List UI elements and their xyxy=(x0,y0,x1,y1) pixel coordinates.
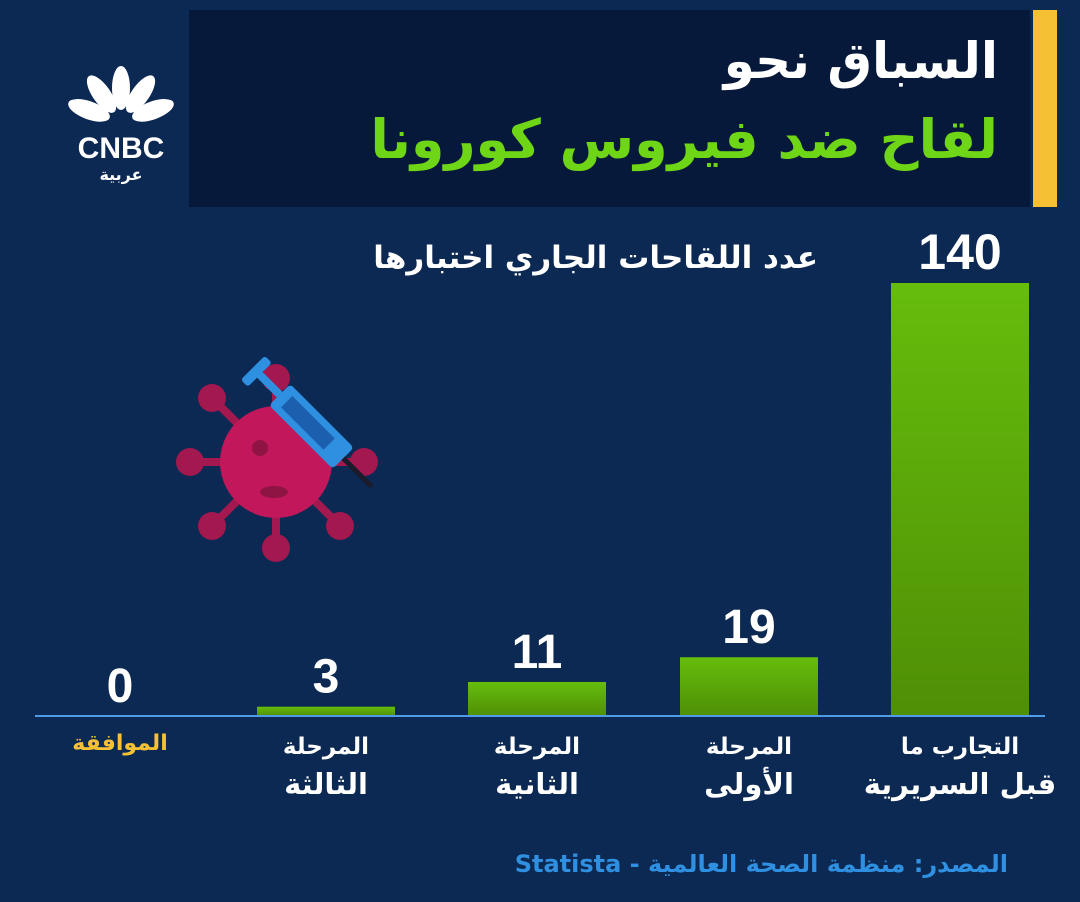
bar-3 xyxy=(257,706,395,716)
category-label-3-0: المرحلة xyxy=(283,734,369,760)
value-label-4: 0 xyxy=(107,660,134,713)
chart-subtitle: عدد اللقاحات الجاري اختبارها xyxy=(373,240,818,276)
value-label-3: 3 xyxy=(313,651,340,704)
bar-0 xyxy=(891,283,1029,716)
value-label-1: 19 xyxy=(722,601,775,654)
virus-syringe-icon xyxy=(176,356,378,562)
category-label-1-1: الأولى xyxy=(704,766,794,801)
category-label-0-1: قبل السريرية xyxy=(864,767,1057,801)
logo-brand: CNBC xyxy=(78,132,165,165)
header-accent-bar xyxy=(1033,10,1057,207)
bar-1 xyxy=(680,657,818,716)
category-label-2-1: الثانية xyxy=(495,767,579,801)
category-label-3-1: الثالثة xyxy=(284,767,368,801)
title-line-2: لقاح ضد فيروس كورونا xyxy=(370,108,998,171)
header-panel xyxy=(189,10,1030,207)
bar-2 xyxy=(468,681,606,716)
value-label-2: 11 xyxy=(512,626,563,679)
category-label-0-0: التجارب ما xyxy=(901,734,1019,760)
cnbc-logo: CNBC عربية xyxy=(68,66,174,184)
category-label-4-0: الموافقة xyxy=(72,731,167,756)
category-label-1-0: المرحلة xyxy=(706,734,792,760)
value-label-0: 140 xyxy=(918,224,1001,280)
peacock-icon xyxy=(68,66,174,122)
logo-sub: عربية xyxy=(99,165,142,184)
source-note: المصدر: منظمة الصحة العالمية - Statista xyxy=(514,850,1008,878)
category-label-2-0: المرحلة xyxy=(494,734,580,760)
title-line-1: السباق نحو xyxy=(723,32,998,90)
